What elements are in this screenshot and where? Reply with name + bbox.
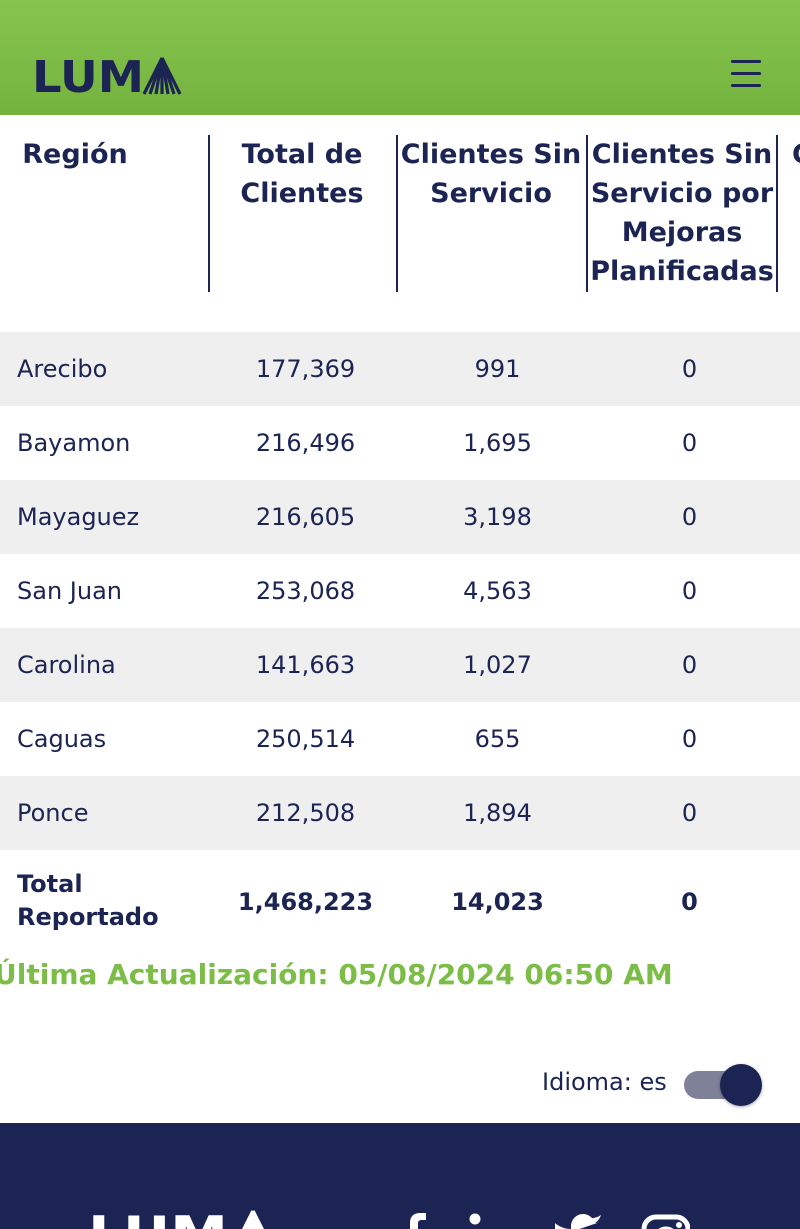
cell-region: San Juan xyxy=(17,577,122,605)
cell-region: Mayaguez xyxy=(17,503,140,531)
menu-line xyxy=(731,84,761,87)
luma-logo[interactable]: LUM xyxy=(32,56,182,96)
header-next-column: C xyxy=(776,135,800,292)
cell-planned: 0 xyxy=(681,799,698,827)
table-row: Arecibo 177,369 991 0 xyxy=(0,332,800,406)
total-without-service-value: 14,023 xyxy=(451,888,544,916)
header-clients-without-service-label: Clientes Sin Servicio xyxy=(400,139,582,209)
language-label: Idioma: es xyxy=(542,1068,667,1096)
table-row: Ponce 212,508 1,894 0 xyxy=(0,776,800,850)
cell-total: 216,605 xyxy=(255,503,356,531)
header-planned-improvements: Clientes Sin Servicio por Mejoras Planif… xyxy=(586,135,776,292)
cell-total: 250,514 xyxy=(255,725,356,753)
instagram-icon[interactable] xyxy=(640,1213,690,1229)
cell-planned: 0 xyxy=(681,355,698,383)
cell-total: 141,663 xyxy=(255,651,356,679)
table-header: Región Total de Clientes Clientes Sin Se… xyxy=(0,115,800,332)
cell-total: 216,496 xyxy=(255,429,356,457)
twitter-icon[interactable] xyxy=(555,1213,605,1229)
svg-text:LUM: LUM xyxy=(88,1209,228,1229)
total-label: Total Reportado xyxy=(17,870,159,931)
cell-planned: 0 xyxy=(681,577,698,605)
hamburger-menu-icon[interactable] xyxy=(728,56,764,92)
cell-total: 177,369 xyxy=(255,355,356,383)
cell-without-service: 1,695 xyxy=(463,429,532,457)
toggle-knob xyxy=(720,1064,762,1106)
last-update-text: Última Actualización: 05/08/2024 06:50 A… xyxy=(0,958,673,991)
cell-without-service: 1,027 xyxy=(463,651,532,679)
linkedin-icon[interactable] xyxy=(455,1213,505,1229)
cell-without-service: 4,563 xyxy=(463,577,532,605)
cell-total: 253,068 xyxy=(255,577,356,605)
cell-without-service: 3,198 xyxy=(463,503,532,531)
menu-line xyxy=(731,72,761,75)
site-footer: LUM xyxy=(0,1123,800,1229)
table-row: Carolina 141,663 1,027 0 xyxy=(0,628,800,702)
cell-without-service: 655 xyxy=(474,725,521,753)
cell-planned: 0 xyxy=(681,725,698,753)
header-total-clients: Total de Clientes xyxy=(208,135,394,292)
cell-planned: 0 xyxy=(681,651,698,679)
total-planned-value: 0 xyxy=(681,888,698,916)
header-region: Región xyxy=(22,139,128,170)
cell-region: Carolina xyxy=(17,651,116,679)
total-clients-value: 1,468,223 xyxy=(237,888,374,916)
header-planned-improvements-label: Clientes Sin Servicio por Mejoras Planif… xyxy=(590,139,774,287)
cell-total: 212,508 xyxy=(255,799,356,827)
total-row: Total Reportado 1,468,223 14,023 0 xyxy=(0,848,800,934)
table-row: Bayamon 216,496 1,695 0 xyxy=(0,406,800,480)
cell-region: Arecibo xyxy=(17,355,108,383)
table-row: Mayaguez 216,605 3,198 0 xyxy=(0,480,800,554)
cell-region: Caguas xyxy=(17,725,107,753)
language-toggle[interactable] xyxy=(684,1064,762,1106)
cell-region: Ponce xyxy=(17,799,89,827)
site-header: LUM xyxy=(0,0,800,115)
cell-without-service: 1,894 xyxy=(463,799,532,827)
facebook-icon[interactable] xyxy=(390,1213,440,1229)
table-row: Caguas 250,514 655 0 xyxy=(0,702,800,776)
outage-table: Región Total de Clientes Clientes Sin Se… xyxy=(0,115,800,940)
table-row: San Juan 253,068 4,563 0 xyxy=(0,554,800,628)
cell-planned: 0 xyxy=(681,429,698,457)
menu-line xyxy=(731,60,761,63)
cell-without-service: 991 xyxy=(474,355,521,383)
footer-luma-logo[interactable]: LUM xyxy=(88,1209,278,1229)
header-clients-without-service: Clientes Sin Servicio xyxy=(396,135,584,292)
header-next-column-label: C xyxy=(792,135,800,174)
header-total-clients-label: Total de Clientes xyxy=(240,139,364,209)
cell-planned: 0 xyxy=(681,503,698,531)
svg-text:LUM: LUM xyxy=(32,56,144,96)
cell-region: Bayamon xyxy=(17,429,131,457)
